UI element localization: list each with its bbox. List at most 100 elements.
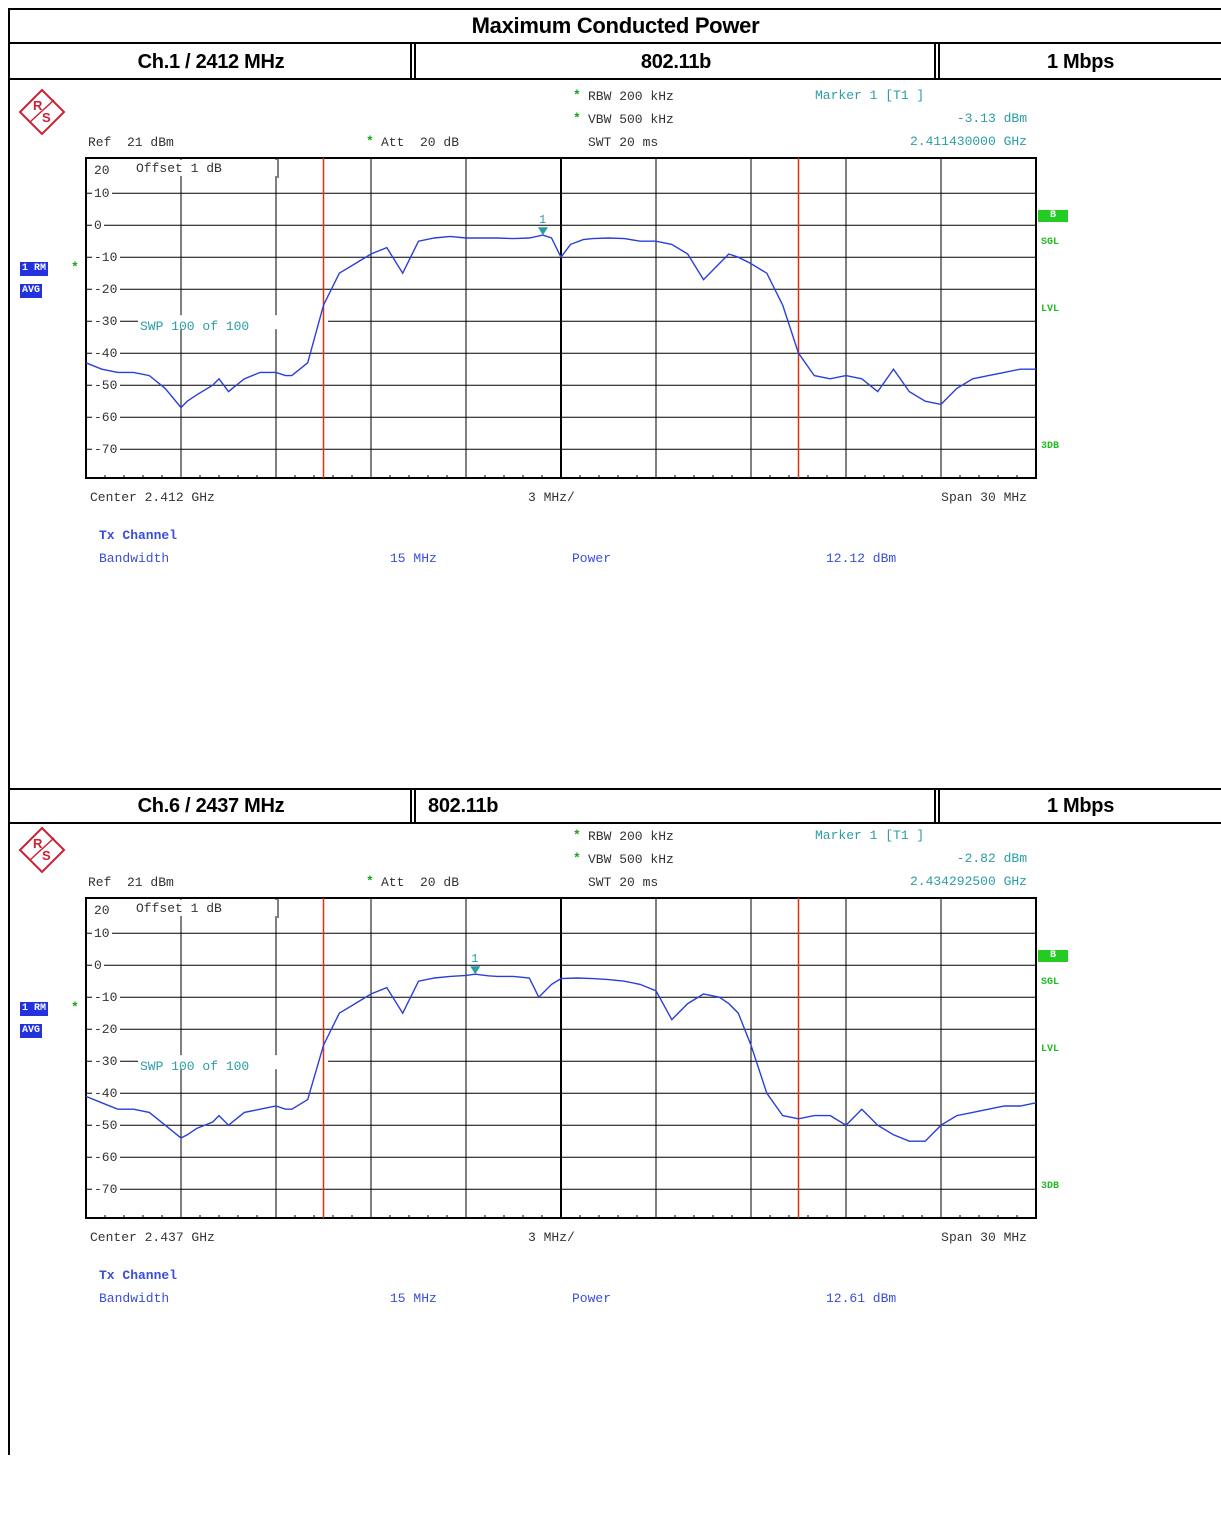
bandwidth-value: 15 MHz	[390, 551, 437, 566]
marker-level: -3.13 dBm	[956, 111, 1027, 126]
y-tick-label: -50	[94, 1118, 117, 1133]
y-tick-label: -70	[94, 1182, 117, 1197]
panel-2-header-divider	[10, 822, 1221, 824]
rbw-star-icon: *	[573, 828, 581, 843]
y-tick-bg	[92, 1183, 120, 1196]
sweep-bg	[138, 315, 328, 330]
panel-ch1: R S * RBW 200 kHz * VBW 500 kHz Marker 1…	[10, 80, 1221, 792]
vbw-setting: VBW 500 kHz	[588, 852, 674, 867]
y-tick-label: -20	[94, 282, 117, 297]
svg-text:S: S	[42, 110, 51, 125]
sweep-count-label: SWP 100 of 100	[140, 319, 249, 334]
y-tick-bg	[92, 1055, 120, 1068]
panel-2-rate-header: 1 Mbps	[1046, 795, 1115, 817]
power-value: 12.61 dBm	[826, 1291, 897, 1306]
frequency-span: Span 30 MHz	[941, 1230, 1027, 1245]
marker-number-label: 1	[471, 952, 478, 966]
y-tick-bg	[92, 959, 104, 972]
trace-star-icon: *	[71, 1000, 79, 1015]
marker-label: Marker 1 [T1 ]	[815, 828, 925, 843]
y-tick-label: 10	[94, 186, 110, 201]
y-tick-bg	[92, 411, 120, 424]
y-tick-bg	[92, 1151, 120, 1164]
spectrum-plot: 20 10 0 -10 -20 -30 -40 -50 -60 -70 Offset 1 dB SWP…	[85, 157, 1037, 479]
marker-frequency: 2.411430000 GHz	[909, 134, 1027, 149]
center-frequency: Center 2.437 GHz	[90, 1230, 215, 1245]
sgl-label: SGL	[1041, 977, 1060, 988]
y-tick-label: -60	[94, 1150, 117, 1165]
y-tick-label: -10	[94, 250, 117, 265]
rs-logo: R S	[18, 88, 66, 136]
panel-1-channel-header: Ch.1 / 2412 MHz	[137, 51, 285, 73]
y-tick-label: 0	[94, 958, 102, 973]
marker-label: Marker 1 [T1 ]	[815, 88, 925, 103]
vbw-setting: VBW 500 kHz	[588, 112, 674, 127]
y-tick-label: -10	[94, 990, 117, 1005]
sweep-count-label: SWP 100 of 100	[140, 1059, 249, 1074]
power-label: Power	[572, 1291, 612, 1306]
y-tick-label: -40	[94, 1086, 117, 1101]
svg-text:S: S	[42, 848, 51, 863]
bandwidth-label: Bandwidth	[99, 551, 170, 566]
sweep-bg	[138, 1055, 328, 1070]
y-tick-bg	[92, 927, 112, 940]
rs-logo: R S	[18, 826, 66, 874]
title-divider	[10, 42, 1221, 44]
panel-2-header-sep-2	[934, 788, 940, 822]
report-frame	[8, 8, 1221, 1455]
bandwidth-value: 15 MHz	[390, 1291, 437, 1306]
trace-mode-1rm: 1 RM	[20, 1002, 49, 1016]
trace-mode-avg: AVG	[20, 1024, 43, 1038]
rbw-star-icon: *	[573, 88, 581, 103]
tx-channel-heading: Tx Channel	[99, 1268, 178, 1283]
y-tick-label: -30	[94, 314, 117, 329]
frequency-per-division: 3 MHz/	[528, 490, 575, 505]
frequency-span: Span 30 MHz	[941, 490, 1027, 505]
y-tick-bg	[92, 219, 104, 232]
y-tick-label: -50	[94, 378, 117, 393]
marker-triangle	[470, 966, 481, 975]
offset-bg	[132, 160, 278, 176]
trace-b-badge: B	[1038, 950, 1068, 962]
y-tick-label: -70	[94, 442, 117, 457]
y-tick-bg	[92, 283, 120, 296]
y-tick-label: 0	[94, 218, 102, 233]
panel-2-mode-header: 802.11b	[428, 795, 499, 817]
attenuation: Att 20 dB	[381, 135, 460, 150]
sgl-label: SGL	[1041, 237, 1060, 248]
trace-mode-avg: AVG	[20, 284, 43, 298]
panel-2-top-divider	[10, 788, 1221, 790]
y-tick-label: -40	[94, 346, 117, 361]
y-tick-label: 10	[94, 926, 110, 941]
att-star-icon: *	[366, 874, 374, 889]
panel-2-channel-header: Ch.6 / 2437 MHz	[137, 795, 285, 817]
spectrum-trace	[85, 234, 1036, 409]
y-tick-label: 20	[94, 163, 110, 178]
rbw-setting: RBW 200 kHz	[588, 829, 674, 844]
panel-2-header-sep-1	[410, 788, 416, 822]
vbw-star-icon: *	[573, 851, 581, 866]
panel-1-header-sep-2	[934, 44, 940, 78]
trace-mode-1rm: 1 RM	[20, 262, 49, 276]
y-tick-bg	[92, 1087, 120, 1100]
marker-triangle	[537, 227, 548, 236]
panel-1-mode-header: 802.11b	[640, 51, 712, 73]
svg-text:R: R	[33, 836, 43, 851]
y-tick-bg	[92, 1119, 120, 1132]
offset-label: Offset 1 dB	[136, 161, 222, 176]
y-tick-bg	[92, 991, 120, 1004]
panel-1-header-divider	[10, 78, 1221, 80]
y-tick-bg	[92, 347, 120, 360]
3db-label: 3DB	[1041, 1181, 1060, 1192]
marker-frequency: 2.434292500 GHz	[909, 874, 1027, 889]
y-tick-label: -60	[94, 410, 117, 425]
y-tick-bg	[92, 251, 120, 264]
svg-text:R: R	[33, 98, 43, 113]
y-tick-label: 20	[94, 903, 110, 918]
bandwidth-label: Bandwidth	[99, 1291, 170, 1306]
y-tick-label: -30	[94, 1054, 117, 1069]
3db-label: 3DB	[1041, 441, 1060, 452]
sweep-time: SWT 20 ms	[588, 875, 659, 890]
vbw-star-icon: *	[573, 111, 581, 126]
frequency-per-division: 3 MHz/	[528, 1230, 575, 1245]
